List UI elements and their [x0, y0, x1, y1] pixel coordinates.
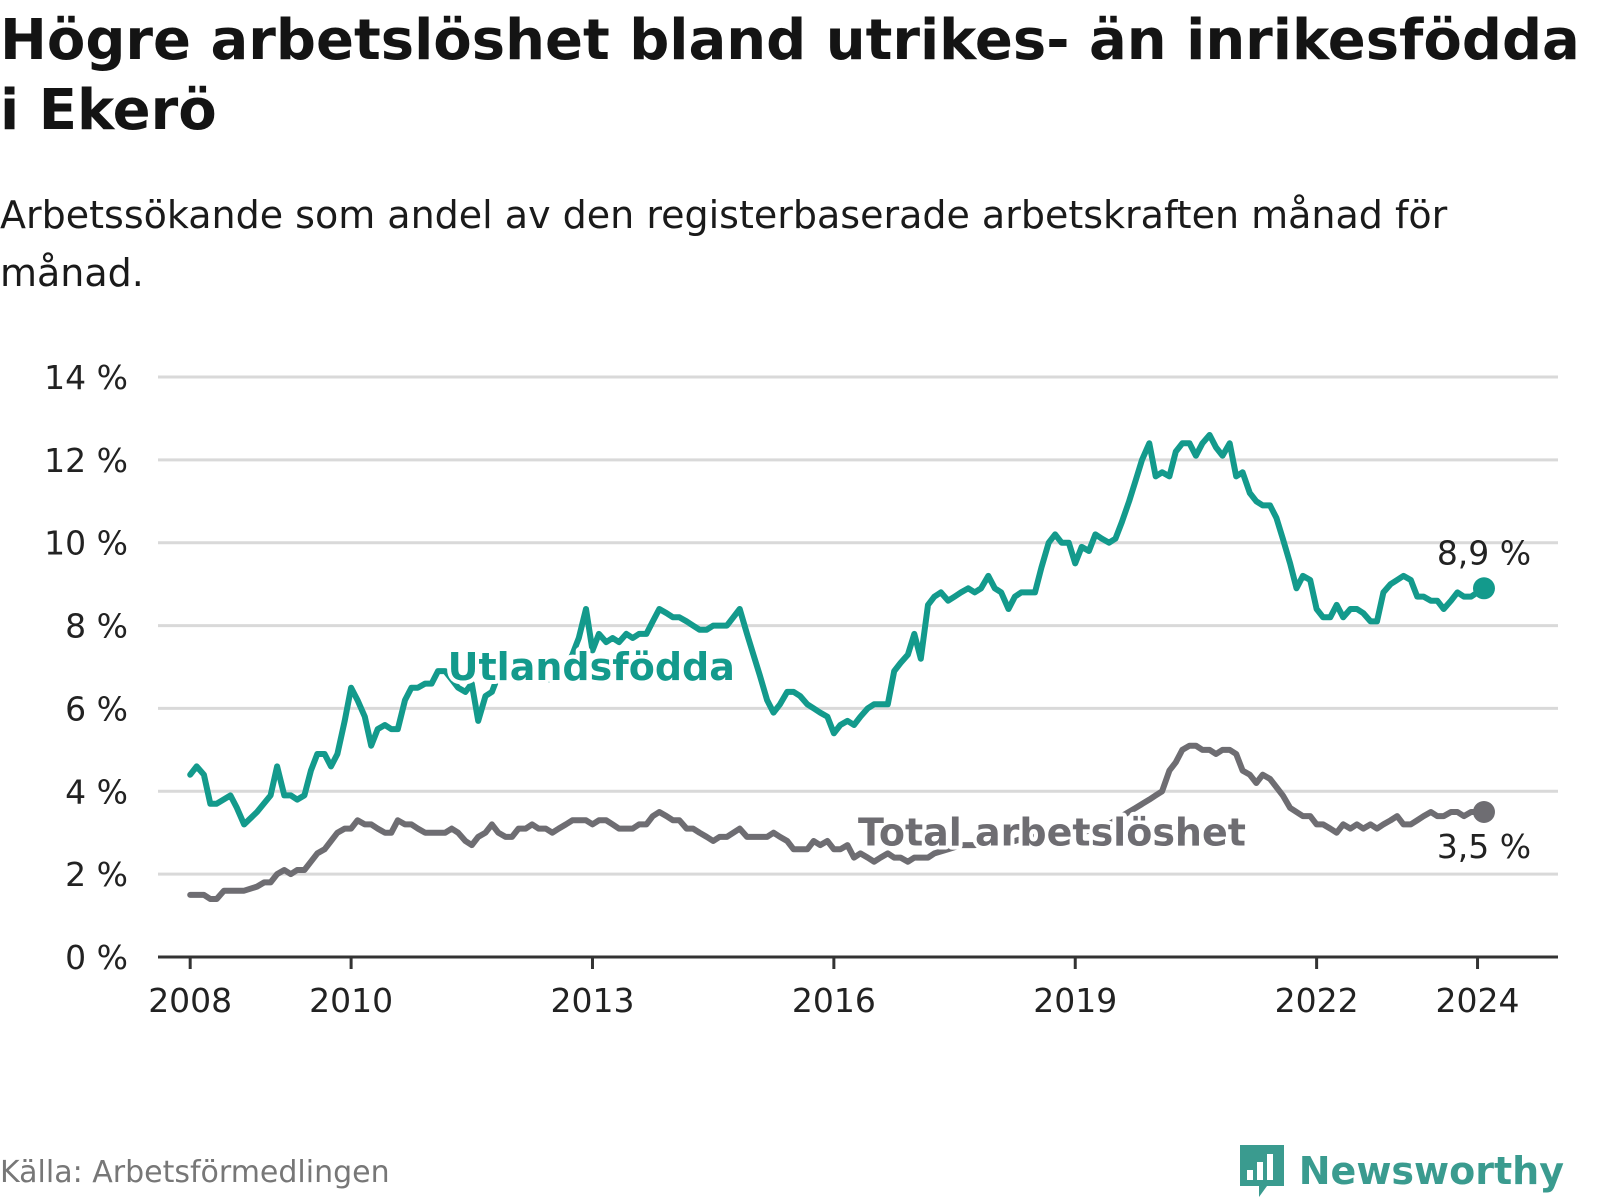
x-tick-label: 2022	[1275, 981, 1359, 1020]
total-end-marker	[1472, 801, 1495, 823]
y-tick-label: 12 %	[44, 441, 128, 480]
line-chart: 0 % 2 % 4 % 6 % 8 % 10 % 12 % 14 % 2008 2010 2013…	[44, 358, 1558, 1020]
total-end-label: 3,5 %	[1437, 827, 1531, 866]
y-axis-labels: 0 % 2 % 4 % 6 % 8 % 10 % 12 % 14 %	[44, 358, 128, 977]
utlandsfodda-series-label: Utlandsfödda	[448, 645, 735, 689]
x-axis: 2008 2010 2013 2016 2019 2022 2024	[148, 955, 1558, 1020]
newsworthy-logo-icon	[1239, 1145, 1284, 1197]
chart-subtitle: Arbetssökande som andel av den registerb…	[0, 193, 1448, 295]
total-series-label: Total arbetslöshet	[858, 811, 1246, 855]
y-tick-label: 0 %	[65, 938, 128, 977]
series-labels: Utlandsfödda Total arbetslöshet 8,9 % 3,5 %	[444, 533, 1531, 866]
y-tick-label: 10 %	[44, 524, 128, 563]
series-layer	[187, 432, 1495, 902]
y-tick-label: 14 %	[44, 358, 128, 397]
utlandsfodda-end-marker	[1472, 577, 1495, 600]
brand-name: Newsworthy	[1298, 1149, 1564, 1193]
x-tick-label: 2008	[148, 981, 232, 1020]
utlandsfodda-end-label: 8,9 %	[1437, 533, 1531, 572]
total-line	[187, 742, 1487, 902]
chart-title: Högre arbetslöshet bland utrikes- än inr…	[0, 8, 1580, 143]
y-tick-label: 4 %	[65, 772, 128, 811]
x-tick-label: 2013	[550, 981, 634, 1020]
grid-layer	[158, 375, 1558, 876]
y-tick-label: 6 %	[65, 689, 128, 728]
brand-logo: Newsworthy	[1237, 1142, 1564, 1200]
source-note: Källa: Arbetsförmedlingen	[0, 1155, 390, 1190]
y-tick-label: 8 %	[65, 607, 128, 646]
y-tick-label: 2 %	[65, 855, 128, 894]
x-tick-label: 2019	[1033, 981, 1117, 1020]
x-tick-label: 2024	[1436, 981, 1520, 1020]
utlandsfodda-line	[187, 432, 1487, 828]
x-tick-label: 2016	[792, 981, 876, 1020]
x-tick-label: 2010	[309, 981, 393, 1020]
